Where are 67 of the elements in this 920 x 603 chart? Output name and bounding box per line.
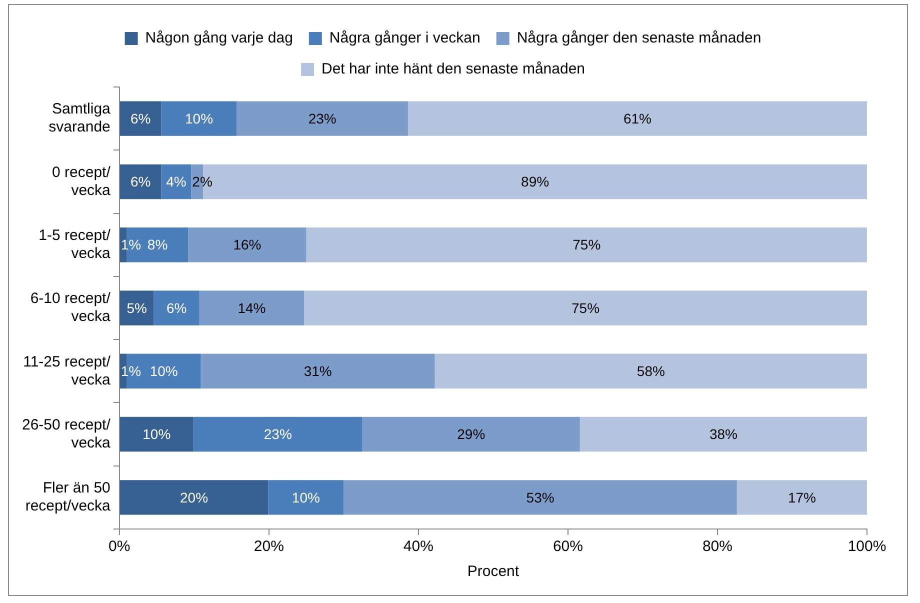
data-label: 4% [166, 174, 186, 190]
bar [306, 227, 867, 262]
y-tick-label: 6-10 recept/ vecka [30, 290, 112, 326]
data-label: 17% [788, 489, 816, 506]
data-label: 2% [192, 174, 212, 190]
x-tick-label: 40% [403, 538, 434, 556]
data-label: 58% [636, 363, 665, 379]
bar [199, 290, 304, 326]
bar [161, 101, 237, 136]
data-label: 6% [166, 300, 187, 316]
y-tick-label: Samtliga svarande [48, 100, 112, 136]
y-tick-label: 26-50 recept/ vecka [22, 416, 112, 452]
bar [200, 354, 435, 389]
bar [304, 290, 867, 326]
bar [120, 101, 162, 136]
bar [408, 101, 867, 136]
data-label: 29% [457, 426, 486, 442]
bar [120, 480, 268, 515]
data-label: 5% [126, 300, 147, 316]
bar [268, 480, 344, 515]
data-label: 10% [292, 489, 320, 506]
y-tick-label: Fler än 50 recept/vecka [25, 480, 112, 515]
data-label: 10% [142, 426, 171, 442]
y-tick-label: 0 recept/ vecka [52, 164, 112, 199]
x-tick-label: 20% [254, 538, 284, 556]
data-label: 38% [709, 426, 738, 442]
y-tick-label: 1-5 recept/ vecka [38, 227, 112, 262]
bar [434, 354, 867, 389]
data-label: 6% [130, 174, 151, 190]
y-tick-label: 11-25 recept/ vecka [23, 353, 112, 388]
legend-label: Några gånger den senaste månaden [516, 30, 762, 47]
data-label: 75% [572, 300, 600, 316]
data-label: 75% [572, 236, 601, 253]
data-label: 6% [130, 110, 151, 126]
data-label: 89% [521, 174, 550, 190]
data-label: 23% [308, 110, 336, 126]
x-tick-label: 80% [702, 538, 732, 556]
bar [193, 416, 362, 452]
data-label: 14% [238, 300, 266, 316]
data-label: 23% [264, 426, 292, 442]
data-label: 61% [623, 110, 652, 126]
bar [120, 416, 194, 452]
legend-label: Några gånger i veckan [329, 30, 480, 47]
x-tick-label: 100% [848, 538, 886, 556]
data-label: 53% [526, 489, 554, 506]
data-label: 10% [150, 363, 178, 379]
legend-label: Det har inte hänt den senaste månaden [321, 60, 586, 78]
x-axis-title: Procent [467, 563, 520, 580]
legend-label: Någon gång varje dag [145, 30, 293, 47]
bar [736, 480, 867, 515]
bar [236, 101, 408, 136]
bar [120, 290, 154, 326]
data-label: 16% [233, 236, 262, 253]
data-label: 1% [120, 363, 142, 379]
data-label: 10% [184, 110, 214, 126]
data-label: 31% [304, 363, 332, 379]
data-label: 1% [120, 236, 142, 253]
bar [188, 227, 306, 262]
bar [120, 164, 162, 200]
data-label: 8% [147, 236, 168, 253]
x-tick-label: 60% [552, 538, 583, 556]
x-tick-label: 0% [108, 538, 130, 556]
bar [154, 290, 200, 326]
data-label: 20% [180, 489, 208, 506]
bar [580, 416, 867, 452]
bar [344, 480, 737, 515]
bar [362, 416, 580, 452]
